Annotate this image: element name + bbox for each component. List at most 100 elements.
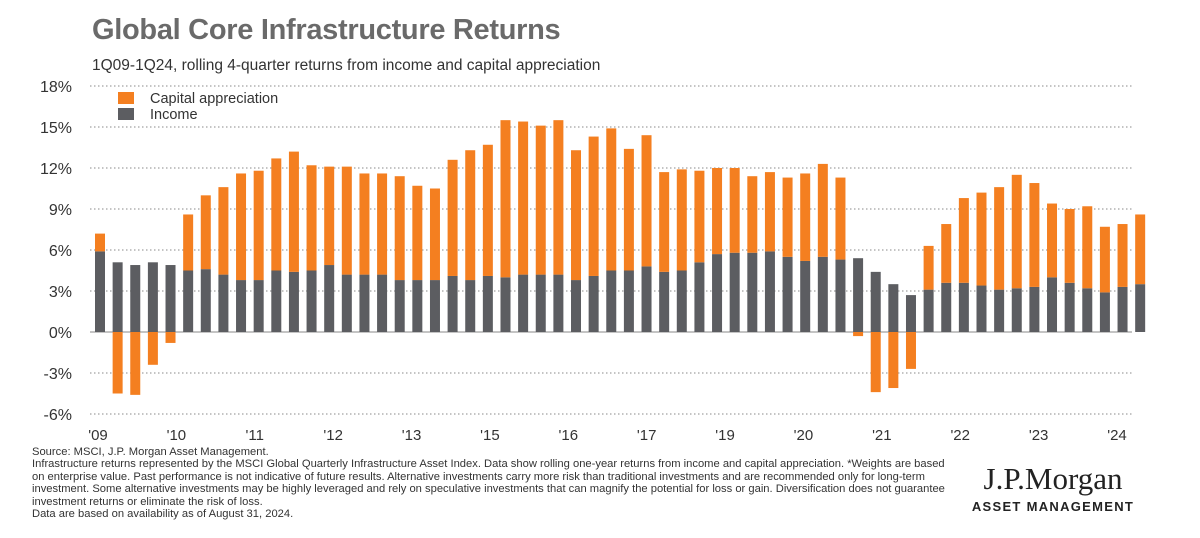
legend-label: Capital appreciation [150,91,278,107]
capital-appreciation-bar [606,128,617,271]
income-bar [535,274,546,332]
capital-appreciation-bar [112,332,123,394]
y-tick-label: 6% [49,243,72,260]
capital-appreciation-bar [623,148,634,271]
income-bar [288,271,299,332]
capital-appreciation-bar [236,173,247,281]
capital-appreciation-bar [95,233,105,252]
income-bar [183,270,194,332]
income-bar [694,262,705,332]
x-tick-label: '16 [559,427,579,440]
income-bar [429,280,440,332]
capital-appreciation-bar [764,172,775,252]
capital-appreciation-bar [659,172,670,272]
capital-appreciation-bar [412,185,423,281]
x-tick-label: '20 [794,427,814,440]
income-bar [747,252,758,332]
capital-appreciation-bar [394,176,405,281]
capital-appreciation-bar [1064,209,1075,283]
legend-label: Income [150,107,198,123]
capital-appreciation-bar [447,159,458,276]
income-bar [1029,286,1040,332]
income-bar [994,289,1005,332]
income-bar [676,270,687,332]
capital-appreciation-bar [271,158,282,271]
capital-appreciation-bar [676,169,687,271]
income-bar [1082,288,1093,332]
capital-appreciation-bar [1099,226,1110,293]
capital-appreciation-bar [817,163,828,257]
capital-appreciation-bar [553,120,564,275]
x-tick-label: '23 [1029,427,1049,440]
income-bar [659,271,670,332]
income-bar [377,274,388,332]
capital-appreciation-bar [165,332,176,343]
x-tick-label: '12 [323,427,343,440]
income-bar [729,252,740,332]
capital-appreciation-bar [306,165,317,271]
capital-appreciation-bar [976,192,987,286]
income-bar [1064,282,1075,332]
capital-appreciation-bar [571,150,582,281]
income-bar [941,282,952,332]
income-bar [112,262,123,332]
footnote: Source: MSCI, J.P. Morgan Asset Manageme… [32,446,952,520]
capital-appreciation-bar [130,332,141,395]
x-tick-label: '22 [950,427,970,440]
income-bar [200,269,211,332]
income-bar [888,284,899,332]
y-tick-label: 3% [49,284,72,301]
x-tick-label: '21 [872,427,892,440]
income-bar [905,295,916,332]
income-bar [817,256,828,332]
capital-appreciation-bar [923,245,934,290]
chart-subtitle: 1Q09-1Q24, rolling 4-quarter returns fro… [92,57,601,74]
income-bar [165,265,176,332]
capital-appreciation-bar [905,332,916,369]
capital-appreciation-bar [288,151,299,272]
legend-swatch [118,108,134,120]
income-bar [394,280,405,332]
income-bar [359,274,370,332]
capital-appreciation-bar [641,135,652,267]
income-bar [606,270,617,332]
capital-appreciation-bar [729,168,740,253]
capital-appreciation-bar [183,214,194,271]
capital-appreciation-bar [429,188,440,281]
income-bar [500,277,511,332]
capital-appreciation-bar [535,125,546,275]
capital-appreciation-bar [694,170,705,263]
income-bar [976,285,987,332]
capital-appreciation-bar [941,224,952,283]
income-bar [482,275,493,332]
footnote-data-date: Data are based on availability as of Aug… [32,508,294,521]
income-bar [218,274,229,332]
capital-appreciation-bar [200,195,211,270]
capital-appreciation-bar [958,198,969,283]
income-bar [1047,277,1058,332]
income-bar [623,270,634,332]
y-tick-label: 9% [49,202,72,219]
chart-title: Global Core Infrastructure Returns [92,14,561,46]
capital-appreciation-bar [1117,224,1128,287]
x-tick-label: '17 [637,427,657,440]
capital-appreciation-bar [377,173,388,275]
income-bar [236,280,247,332]
x-tick-label: '09 [88,427,108,440]
capital-appreciation-bar [588,136,599,276]
income-bar [412,280,423,332]
income-bar [800,260,811,332]
brand-subtitle: ASSET MANAGEMENT [971,499,1135,514]
income-bar [465,280,476,332]
x-tick-label: '10 [167,427,187,440]
footnote-description: Infrastructure returns represented by th… [32,458,945,508]
capital-appreciation-bar [835,177,846,260]
capital-appreciation-bar [218,187,229,275]
income-bar [447,275,458,332]
legend-swatch [118,92,134,104]
income-bar [306,270,317,332]
income-bar [588,275,599,332]
y-tick-label: 15% [40,120,72,137]
x-tick-label: '19 [715,427,735,440]
x-tick-label: '15 [480,427,500,440]
